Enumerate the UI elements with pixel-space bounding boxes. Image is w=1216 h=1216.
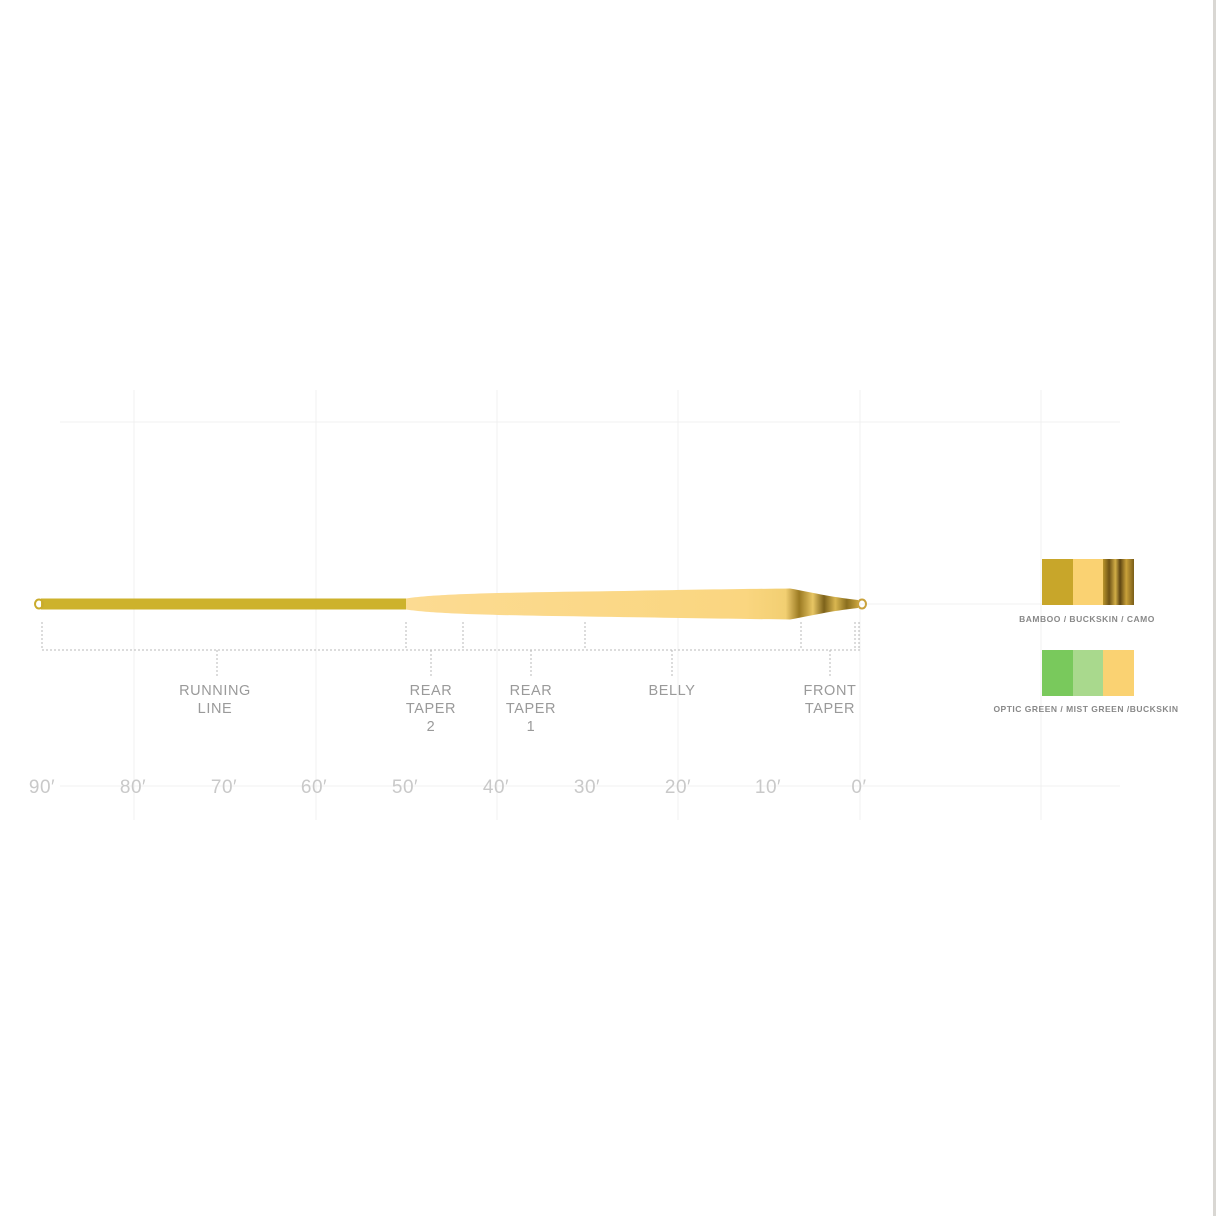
scale-tick-60: 60′ (300, 777, 328, 798)
background-grid (60, 390, 1120, 820)
swatch-buckskin-2 (1103, 650, 1134, 696)
swatch-optic-green (1042, 650, 1073, 696)
running-line (41, 598, 408, 610)
swatch-mist-green (1073, 650, 1103, 696)
scale-tick-10: 10′ (754, 777, 782, 798)
scale-tick-90: 90′ (28, 777, 56, 798)
line-head (406, 588, 858, 620)
scale-tick-40: 40′ (482, 777, 510, 798)
rear-loop (34, 598, 44, 610)
segment-label-belly: BELLY (648, 683, 696, 699)
scale-tick-70: 70′ (210, 777, 238, 798)
scale-tick-0: 0′ (851, 777, 867, 798)
segment-label-rear-taper-2: REAR TAPER 2 (405, 683, 457, 735)
page-edge (1213, 0, 1216, 1216)
swatch-buckskin (1073, 559, 1103, 605)
scale-tick-50: 50′ (391, 777, 419, 798)
swatch-camo (1103, 559, 1134, 605)
scale-tick-20: 20′ (664, 777, 692, 798)
scale-tick-30: 30′ (573, 777, 601, 798)
segment-brackets (41, 622, 860, 678)
segment-label-running-line: RUNNING LINE (179, 683, 251, 717)
segment-label-front-taper: FRONT TAPER (803, 683, 857, 717)
colorway-caption: BAMBOO / BUCKSKIN / CAMO (1019, 614, 1155, 624)
segment-label-rear-taper-1: REAR TAPER 1 (505, 683, 557, 735)
swatch-bamboo (1042, 559, 1073, 605)
front-loop (857, 598, 867, 610)
scale-tick-80: 80′ (119, 777, 147, 798)
colorway-caption: OPTIC GREEN / MIST GREEN /BUCKSKIN (993, 704, 1179, 714)
